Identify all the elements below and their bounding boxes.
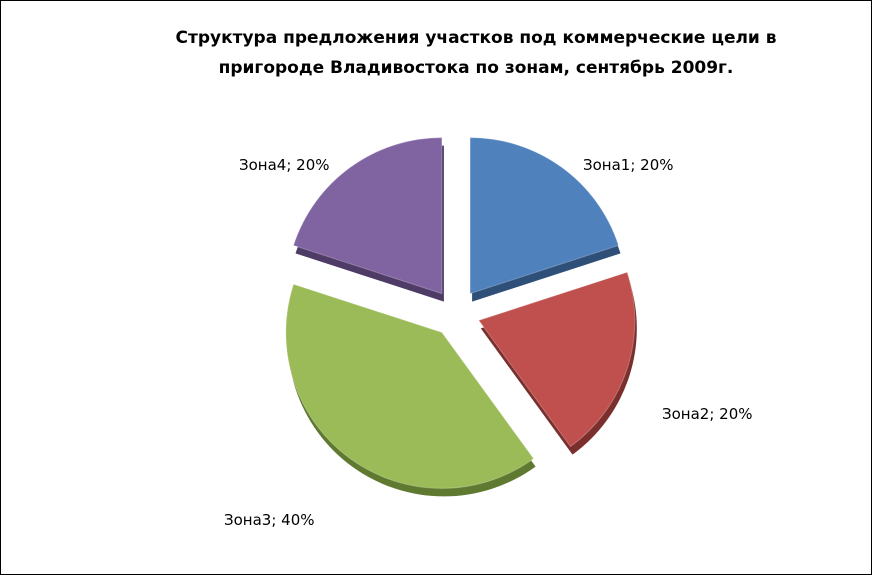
pie-slice-top-зона2 xyxy=(477,271,636,448)
data-label-зона4: Зона4; 20% xyxy=(239,156,330,174)
pie-slice-зона4 xyxy=(292,137,444,302)
pie-slice-зона2 xyxy=(477,271,637,455)
data-label-зона1: Зона1; 20% xyxy=(583,156,674,174)
chart-title: Структура предложения участков под комме… xyxy=(1,23,872,83)
pie-slice-top-зона3 xyxy=(285,283,535,489)
chart-title-line-2: пригороде Владивостока по зонам, сентябр… xyxy=(218,58,734,78)
pie-slice-top-зона4 xyxy=(292,137,443,295)
pie-slice-top-зона1 xyxy=(469,137,620,295)
pie-slice-зона3 xyxy=(285,283,536,497)
data-label-зона3: Зона3; 40% xyxy=(224,511,315,529)
data-label-зона2: Зона2; 20% xyxy=(662,405,753,423)
chart-title-line-1: Структура предложения участков под комме… xyxy=(175,28,777,48)
pie-slice-зона1 xyxy=(469,137,621,302)
